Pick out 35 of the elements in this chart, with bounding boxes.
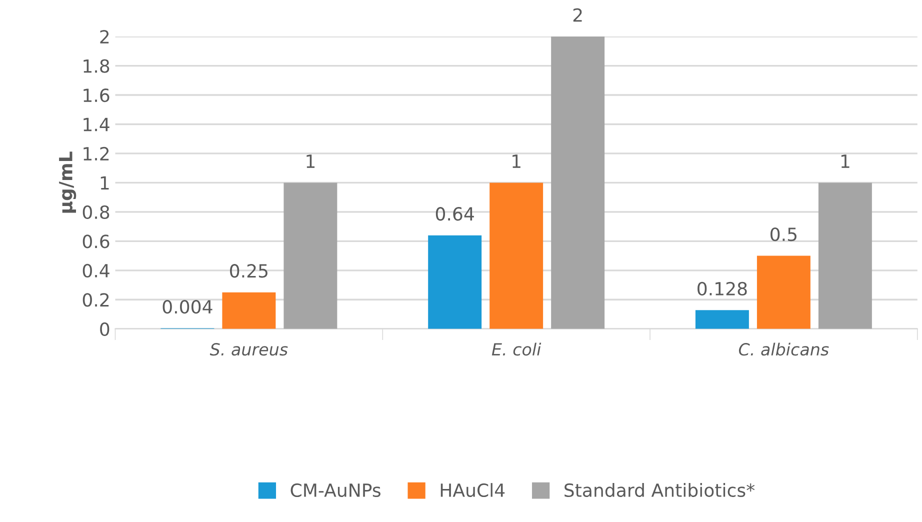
bar <box>284 182 338 329</box>
y-tick-label: 0.2 <box>82 293 109 307</box>
x-tick-label: C. albicans <box>738 342 829 356</box>
legend-label: CM-AuNPs <box>290 483 380 498</box>
y-tick-label: 0.6 <box>82 234 110 248</box>
y-tick-label: 1.4 <box>84 118 110 132</box>
x-tick-label: S. aureus <box>210 343 288 356</box>
y-tick-label: 1 <box>100 176 109 190</box>
bar <box>695 310 749 329</box>
bar <box>818 182 872 329</box>
bar <box>551 36 605 329</box>
y-tick-label: 2 <box>100 30 109 44</box>
data-label: 2 <box>573 8 582 22</box>
data-label: 0.5 <box>770 228 796 242</box>
y-tick-label: 0 <box>100 322 110 336</box>
legend-label: Standard Antibiotics* <box>564 483 755 498</box>
x-tick-label: E. coli <box>492 342 542 356</box>
data-label: 0.64 <box>436 207 474 221</box>
data-label: 0.128 <box>698 282 747 296</box>
legend-label: HAuCl4 <box>440 483 505 498</box>
y-tick-label: 0.4 <box>82 264 110 278</box>
bar <box>756 256 810 329</box>
y-tick-label: 1.8 <box>84 59 110 73</box>
data-label: 0.004 <box>162 300 212 314</box>
data-label: 0.25 <box>230 264 268 278</box>
y-axis-title: µg/mL <box>59 152 76 213</box>
y-tick-label: 0.8 <box>82 205 110 220</box>
y-tick-label: 1.6 <box>84 88 110 102</box>
data-label: 1 <box>306 154 315 168</box>
bar <box>490 182 544 329</box>
data-label: 1 <box>841 154 850 168</box>
bar <box>428 235 482 329</box>
bar <box>222 292 276 329</box>
y-tick-label: 1.2 <box>84 146 109 160</box>
data-label: 1 <box>512 154 520 168</box>
